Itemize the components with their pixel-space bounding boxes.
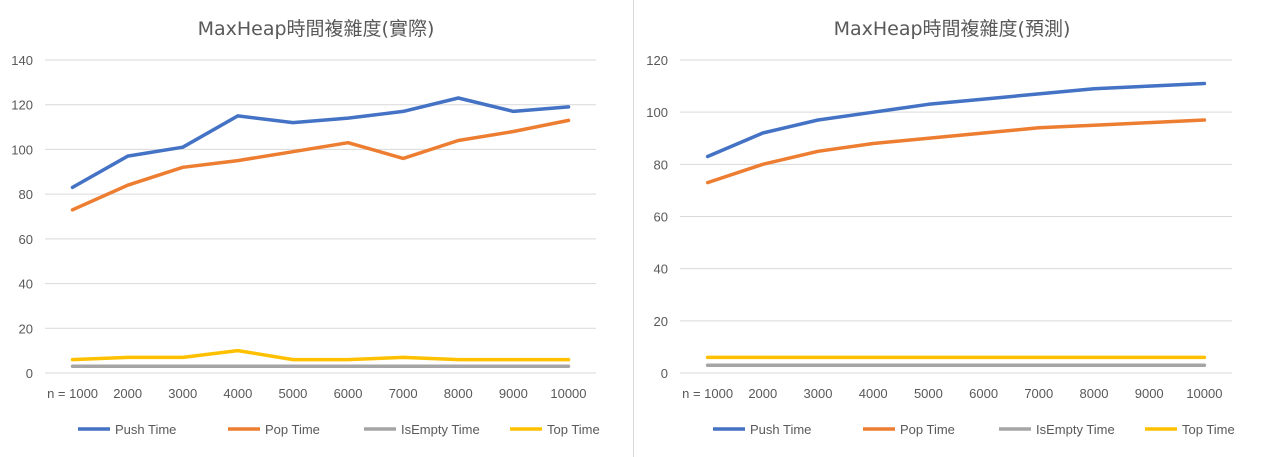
x-tick-label: n = 1000 [682, 386, 733, 401]
x-tick-label: 3000 [168, 386, 197, 401]
legend-label: Push Time [115, 422, 176, 437]
x-tick-label: 7000 [1024, 386, 1053, 401]
y-tick-label: 0 [661, 366, 668, 381]
legend-label: Pop Time [265, 422, 320, 437]
chart-predicted-svg: MaxHeap時間複雜度(預測) 0 20 40 60 80 100 120 n = 1000 2… [635, 0, 1270, 457]
y-tick-label: 140 [11, 53, 33, 68]
x-tick-label: 4000 [859, 386, 888, 401]
series-line-push-time [708, 84, 1205, 157]
series-line-push-time [73, 98, 569, 187]
y-tick-label: 20 [654, 314, 668, 329]
chart-predicted: MaxHeap時間複雜度(預測) 0 20 40 60 80 100 120 n = 1000 2… [635, 0, 1270, 457]
x-tick-label: 6000 [334, 386, 363, 401]
x-tick-label: 6000 [969, 386, 998, 401]
chart-divider [633, 0, 634, 457]
x-tick-label: n = 1000 [47, 386, 98, 401]
y-tick-label: 40 [654, 262, 668, 277]
y-tick-label: 80 [654, 157, 668, 172]
x-tick-label: 9000 [1135, 386, 1164, 401]
series-line-top-time [73, 351, 569, 360]
legend-label: Push Time [750, 422, 811, 437]
legend-label: Top Time [547, 422, 600, 437]
x-tick-label: 10000 [1186, 386, 1222, 401]
y-tick-label: 120 [11, 98, 33, 113]
x-tick-label: 9000 [499, 386, 528, 401]
y-tick-label: 100 [11, 142, 33, 157]
x-tick-label: 5000 [278, 386, 307, 401]
legend-label: Pop Time [900, 422, 955, 437]
chart-actual: MaxHeap時間複雜度(實際) 0 20 40 60 80 100 120 140 n = 10… [0, 0, 633, 457]
x-tick-label: 8000 [1080, 386, 1109, 401]
y-tick-label: 40 [19, 277, 33, 292]
x-tick-label: 10000 [550, 386, 586, 401]
legend-label: IsEmpty Time [401, 422, 480, 437]
y-tick-label: 100 [646, 105, 668, 120]
x-tick-label: 7000 [389, 386, 418, 401]
chart-title: MaxHeap時間複雜度(實際) [198, 18, 435, 40]
x-tick-label: 3000 [804, 386, 833, 401]
y-tick-label: 80 [19, 187, 33, 202]
series-line-pop-time [73, 120, 569, 209]
x-tick-label: 4000 [223, 386, 252, 401]
legend-label: Top Time [1182, 422, 1235, 437]
legend-label: IsEmpty Time [1036, 422, 1115, 437]
y-tick-label: 120 [646, 53, 668, 68]
chart-title: MaxHeap時間複雜度(預測) [834, 18, 1071, 40]
x-tick-label: 2000 [748, 386, 777, 401]
x-tick-label: 2000 [113, 386, 142, 401]
chart-actual-svg: MaxHeap時間複雜度(實際) 0 20 40 60 80 100 120 140 n = 10… [0, 0, 633, 457]
y-tick-label: 60 [19, 232, 33, 247]
y-tick-label: 60 [654, 210, 668, 225]
y-tick-label: 20 [19, 321, 33, 336]
x-tick-label: 5000 [914, 386, 943, 401]
x-tick-label: 8000 [444, 386, 473, 401]
y-tick-label: 0 [26, 366, 33, 381]
